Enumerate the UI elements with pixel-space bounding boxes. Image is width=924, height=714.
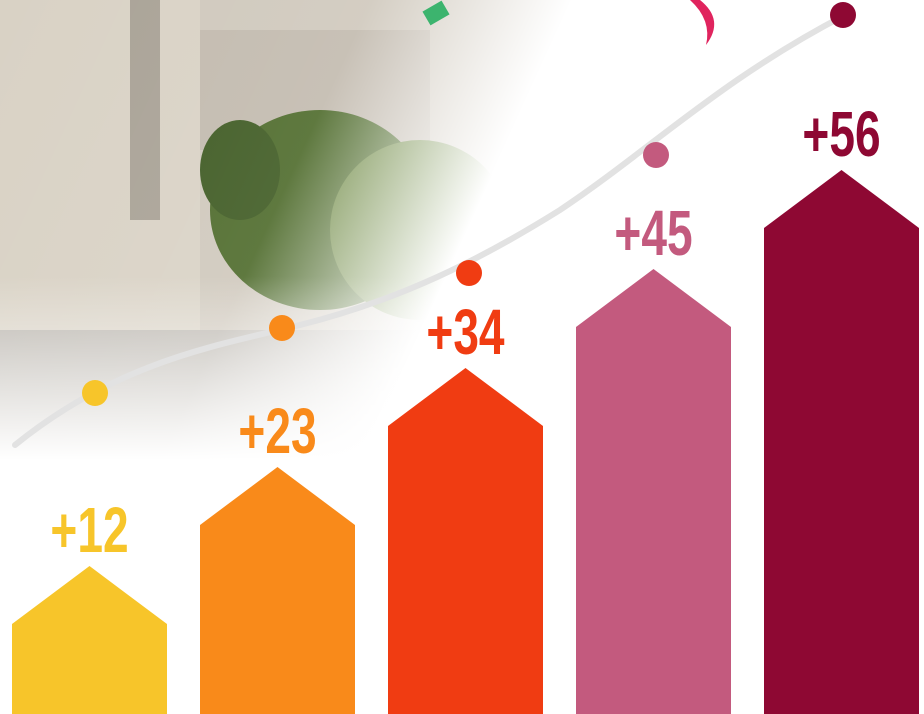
trend-dot [82,380,108,406]
trend-dot [456,260,482,286]
arrow-bar [764,170,919,714]
trend-dot [830,2,856,28]
trend-dot [269,315,295,341]
value-label: +34 [426,297,504,368]
value-label: +56 [802,99,880,170]
arrow-bar [576,269,731,714]
arrow-bar [388,368,543,714]
arrow-bar [200,467,355,714]
value-label: +12 [50,495,128,566]
value-label: +23 [238,396,316,467]
trend-line [12,12,848,448]
value-label: +45 [614,198,692,269]
trend-dot [643,142,669,168]
arrow-bar [12,566,167,714]
